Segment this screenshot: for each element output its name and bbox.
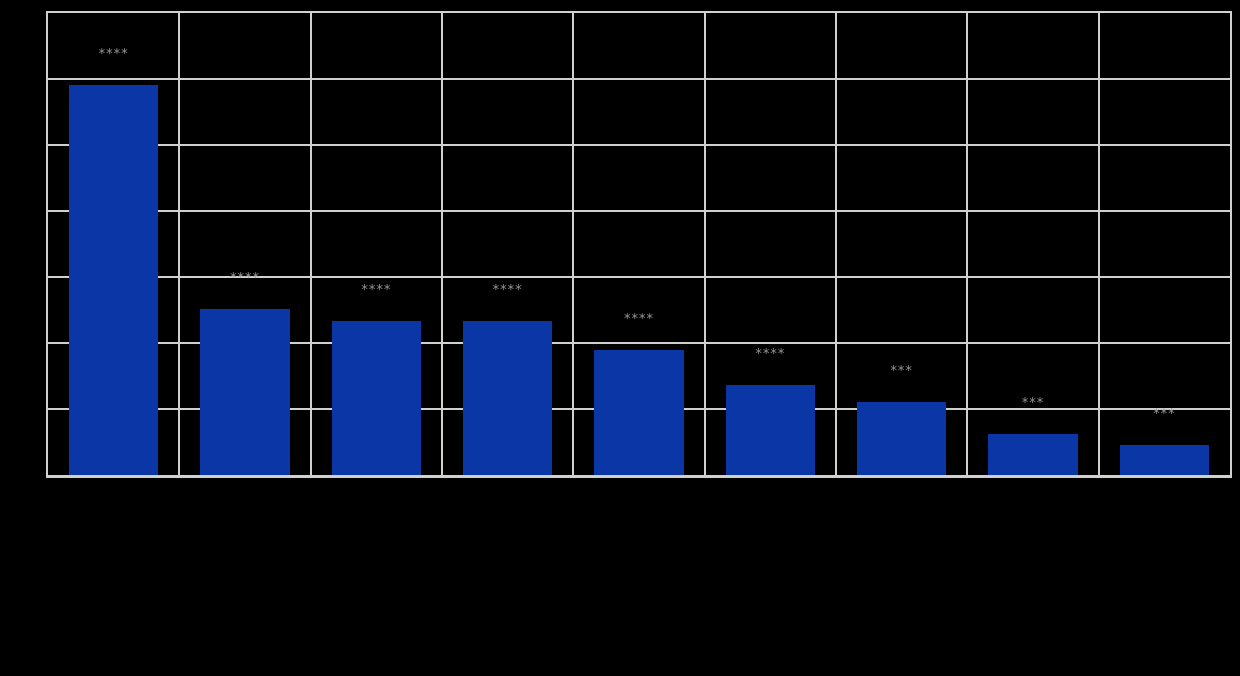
gridline-horizontal (48, 210, 1230, 212)
significance-label: **** (755, 347, 786, 363)
significance-label: *** (1153, 407, 1176, 423)
bar (69, 84, 159, 475)
bar (463, 321, 553, 475)
gridline-vertical (835, 13, 837, 475)
significance-label: **** (492, 283, 523, 299)
gridline-horizontal (48, 144, 1230, 146)
bar (725, 385, 815, 475)
gridline-vertical (966, 13, 969, 475)
gridline-vertical (572, 13, 575, 475)
plot-area: **** **** **** **** **** **** *** *** *** (46, 11, 1232, 478)
gridline-vertical (1097, 13, 1100, 475)
bar (594, 350, 684, 475)
bar (1119, 445, 1209, 475)
significance-label: **** (624, 312, 654, 328)
gridline-vertical (703, 13, 706, 475)
bar (857, 401, 947, 475)
gridline-vertical (441, 13, 443, 475)
bar (988, 434, 1078, 475)
bar (331, 321, 421, 475)
bar (200, 308, 290, 475)
significance-label: *** (1021, 396, 1045, 412)
gridline-horizontal (48, 78, 1230, 80)
gridline-vertical (309, 13, 312, 475)
significance-label: **** (361, 283, 392, 299)
significance-label: *** (890, 363, 913, 379)
gridline-horizontal (48, 276, 1230, 278)
significance-label: **** (98, 46, 129, 62)
gridline-horizontal (48, 342, 1230, 344)
gridline-vertical (178, 13, 181, 475)
significance-label: **** (230, 270, 260, 286)
